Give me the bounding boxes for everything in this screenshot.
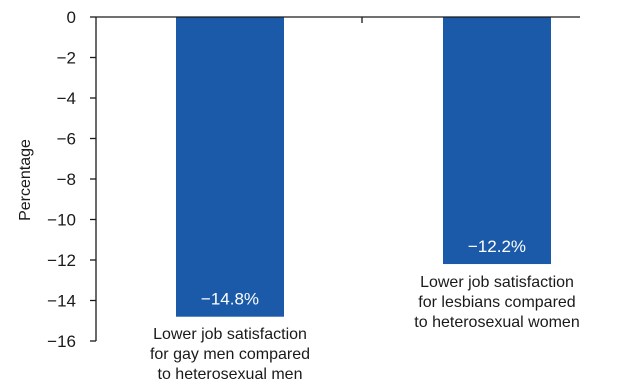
- category-label-1-line-2: for gay men compared: [150, 346, 310, 363]
- y-tick-label-3: −6: [57, 130, 76, 149]
- axes: 0 −2 −4 −6 −8 −10 −12 −14 −16: [47, 8, 580, 351]
- category-label-2-line-1: Lower job satisfaction: [420, 274, 574, 291]
- category-label-1-line-1: Lower job satisfaction: [153, 326, 307, 343]
- y-tick-label-0: 0: [67, 8, 76, 27]
- bar-2: [443, 17, 551, 265]
- bar-value-label-1: −14.8%: [201, 290, 259, 309]
- bars: [176, 17, 551, 317]
- y-tick-label-7: −14: [47, 292, 76, 311]
- category-label-2-line-3: to heterosexual women: [414, 314, 579, 331]
- y-tick-label-6: −12: [47, 251, 76, 270]
- labels: −14.8% −12.2% Lower job satisfaction for ga…: [150, 237, 580, 383]
- y-tick-label-2: −4: [57, 89, 76, 108]
- y-tick-label-8: −16: [47, 332, 76, 351]
- bar-value-label-2: −12.2%: [468, 237, 526, 256]
- y-tick-label-5: −10: [47, 211, 76, 230]
- category-label-1-line-3: to heterosexual men: [158, 366, 303, 383]
- category-label-2-line-2: for lesbians compared: [418, 294, 575, 311]
- bar-1: [176, 17, 284, 317]
- y-tick-label-4: −8: [57, 170, 76, 189]
- y-tick-label-1: −2: [57, 49, 76, 68]
- y-axis-title: Percentage: [17, 139, 34, 221]
